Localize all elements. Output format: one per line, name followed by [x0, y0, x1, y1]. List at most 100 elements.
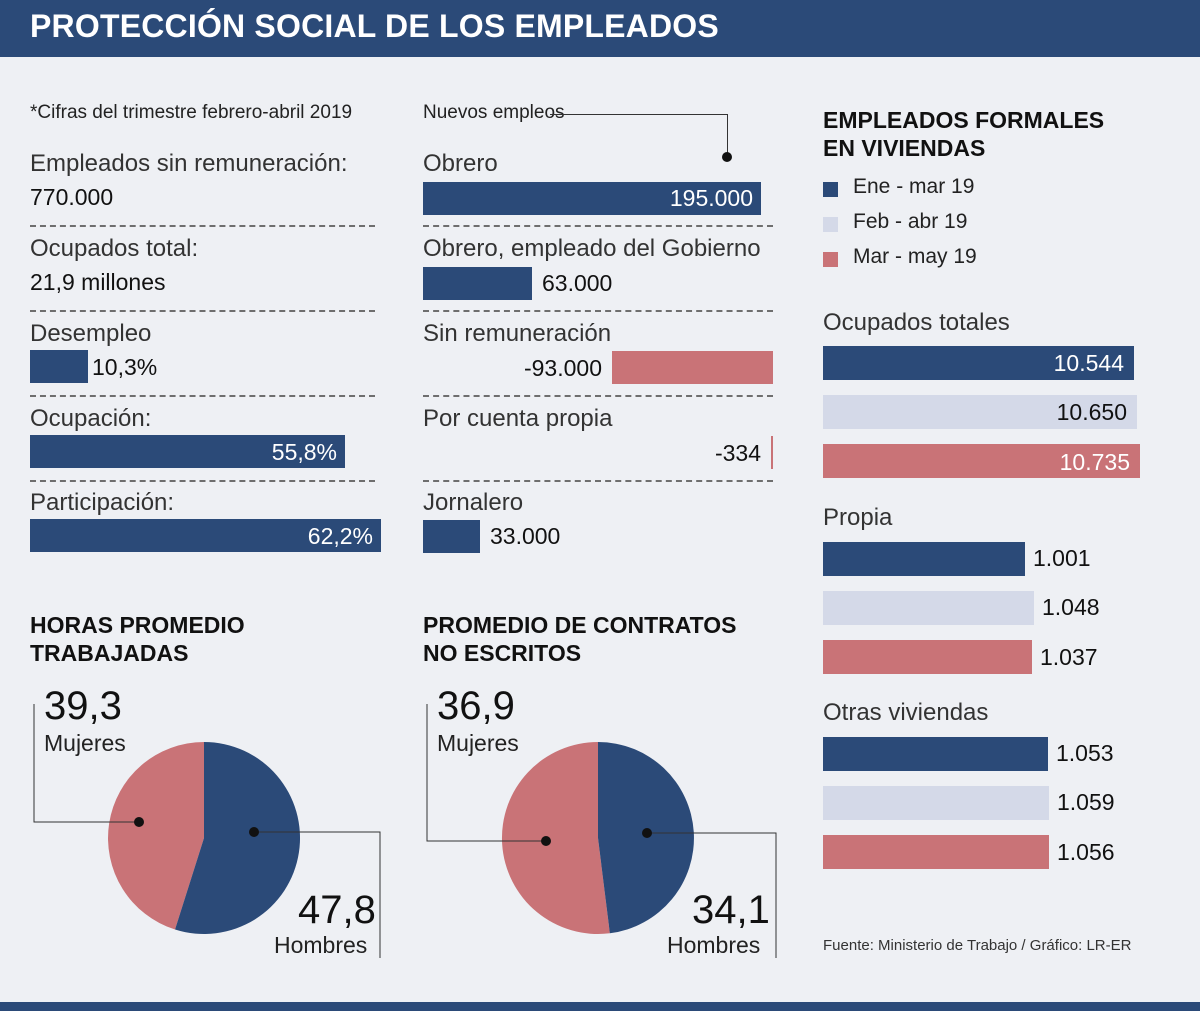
job-value-unpaid: -93.000 — [523, 355, 602, 381]
job-value-government: 63.000 — [542, 270, 613, 296]
job-value-day-laborer: 33.000 — [490, 523, 561, 549]
job-bar-unpaid — [612, 351, 773, 384]
job-bar-government — [423, 267, 532, 300]
housing-bar-other-mar-may — [823, 835, 1049, 869]
stat-label-unpaid: Empleados sin remuneración: — [30, 150, 348, 177]
job-bar-self-employed — [771, 436, 773, 469]
job-label-worker: Obrero — [423, 150, 498, 177]
housing-value-own-mar-may: 1.037 — [1040, 644, 1098, 670]
job-value-worker: 195.000 — [669, 185, 753, 211]
pie-hours-women-dot — [134, 817, 144, 827]
housing-bar-own-mar-may — [823, 640, 1032, 674]
divider — [30, 225, 375, 227]
housing-group-label-total: Ocupados totales — [823, 309, 1010, 336]
housing-value-other-jan-mar: 1.053 — [1056, 740, 1114, 766]
pie-contracts-men-dot — [642, 828, 652, 838]
hours-heading-line1: HORAS PROMEDIO — [30, 612, 245, 638]
legend-swatch-feb-apr — [823, 217, 838, 232]
housing-bar-total-jan-mar — [823, 346, 1134, 380]
job-label-self-employed: Por cuenta propia — [423, 405, 613, 432]
pie-contracts-women-leader — [426, 704, 546, 842]
pie-contracts-men-label: Hombres — [667, 932, 761, 958]
divider — [423, 480, 773, 482]
legend-leader-line — [727, 114, 728, 156]
legend-swatch-mar-may — [823, 252, 838, 267]
pie-hours-men-leader — [254, 831, 381, 958]
legend-label-feb-apr: Feb - abr 19 — [853, 210, 968, 233]
job-label-government: Obrero, empleado del Gobierno — [423, 235, 761, 262]
housing-bar-other-jan-mar — [823, 737, 1048, 771]
housing-value-total-mar-may: 10.735 — [1059, 449, 1130, 475]
legend-label-jan-mar: Ene - mar 19 — [853, 175, 975, 198]
rate-value-unemployment: 10,3% — [92, 354, 158, 380]
housing-group-label-other: Otras viviendas — [823, 699, 989, 726]
housing-heading-line2: EN VIVIENDAS — [823, 135, 986, 161]
housing-value-other-feb-apr: 1.059 — [1057, 789, 1115, 815]
divider — [423, 310, 773, 312]
source-note: Fuente: Ministerio de Trabajo / Gráfico:… — [823, 937, 1132, 954]
pie-hours-men-slice — [175, 741, 301, 934]
pie-contracts-women-slice — [501, 741, 610, 935]
pie-contracts-men-value: 34,1 — [692, 888, 770, 932]
housing-bar-other-feb-apr — [823, 786, 1049, 820]
rate-bar-unemployment — [30, 350, 88, 383]
pie-hours-women-slice — [108, 742, 204, 930]
pie-hours-women-label: Mujeres — [44, 730, 126, 756]
job-bar-worker — [423, 182, 761, 215]
divider — [30, 395, 375, 397]
stat-label-employed: Ocupados total: — [30, 235, 199, 262]
housing-bar-own-jan-mar — [823, 542, 1025, 576]
hours-heading-line2: TRABAJADAS — [30, 640, 189, 666]
legend-leader-line — [550, 114, 728, 115]
job-bar-day-laborer — [423, 520, 480, 553]
pie-hours-women-value: 39,3 — [44, 684, 122, 728]
divider — [423, 395, 773, 397]
pie-hours-men-dot — [249, 827, 259, 837]
rate-value-occupation: 55,8% — [271, 439, 337, 465]
period-note: *Cifras del trimestre febrero-abril 2019 — [30, 102, 353, 123]
pie-hours-men-label: Hombres — [274, 932, 368, 958]
job-value-self-employed: -334 — [714, 440, 761, 466]
housing-heading: EMPLEADOS FORMALES EN VIVIENDAS — [823, 106, 1104, 162]
housing-bar-own-feb-apr — [823, 591, 1034, 625]
legend-swatch-jan-mar — [823, 182, 838, 197]
rate-label-occupation: Ocupación: — [30, 405, 152, 432]
legend-label-mar-may: Mar - may 19 — [853, 245, 977, 268]
divider — [30, 480, 375, 482]
housing-value-own-feb-apr: 1.048 — [1042, 594, 1100, 620]
contracts-heading-line2: NO ESCRITOS — [423, 640, 582, 666]
job-label-unpaid: Sin remuneración — [423, 320, 612, 347]
housing-value-other-mar-may: 1.056 — [1057, 839, 1115, 865]
pie-hours-men-value: 47,8 — [298, 888, 376, 932]
rate-label-participation: Participación: — [30, 489, 175, 516]
pie-hours-women-leader — [33, 704, 139, 823]
rate-bar-occupation — [30, 435, 345, 468]
housing-value-total-jan-mar: 10.544 — [1053, 350, 1124, 376]
stat-value-employed: 21,9 millones — [30, 269, 166, 295]
rate-label-unemployment: Desempleo — [30, 320, 152, 347]
housing-value-own-jan-mar: 1.001 — [1033, 545, 1091, 571]
housing-bar-total-mar-may — [823, 444, 1140, 478]
hours-heading: HORAS PROMEDIO TRABAJADAS — [30, 611, 245, 667]
pie-contracts-women-value: 36,9 — [437, 684, 515, 728]
rate-bar-participation — [30, 519, 381, 552]
pie-contracts-women-dot — [541, 836, 551, 846]
page-title: PROTECCIÓN SOCIAL DE LOS EMPLEADOS — [30, 8, 719, 44]
contracts-heading: PROMEDIO DE CONTRATOS NO ESCRITOS — [423, 611, 737, 667]
divider — [30, 310, 375, 312]
rate-value-participation: 62,2% — [307, 523, 373, 549]
pie-contracts-men-leader — [647, 832, 777, 958]
housing-value-total-feb-apr: 10.650 — [1056, 399, 1127, 425]
new-jobs-legend-label: Nuevos empleos — [423, 102, 565, 123]
job-label-day-laborer: Jornalero — [423, 489, 524, 516]
housing-group-label-own: Propia — [823, 504, 893, 531]
divider — [423, 225, 773, 227]
pie-contracts-women-label: Mujeres — [437, 730, 519, 756]
contracts-heading-line1: PROMEDIO DE CONTRATOS — [423, 612, 737, 638]
legend-leader-dot — [722, 152, 732, 162]
footer-bar — [0, 1002, 1200, 1011]
housing-bar-total-feb-apr — [823, 395, 1137, 429]
housing-heading-line1: EMPLEADOS FORMALES — [823, 107, 1105, 133]
stat-value-unpaid: 770.000 — [30, 184, 114, 210]
